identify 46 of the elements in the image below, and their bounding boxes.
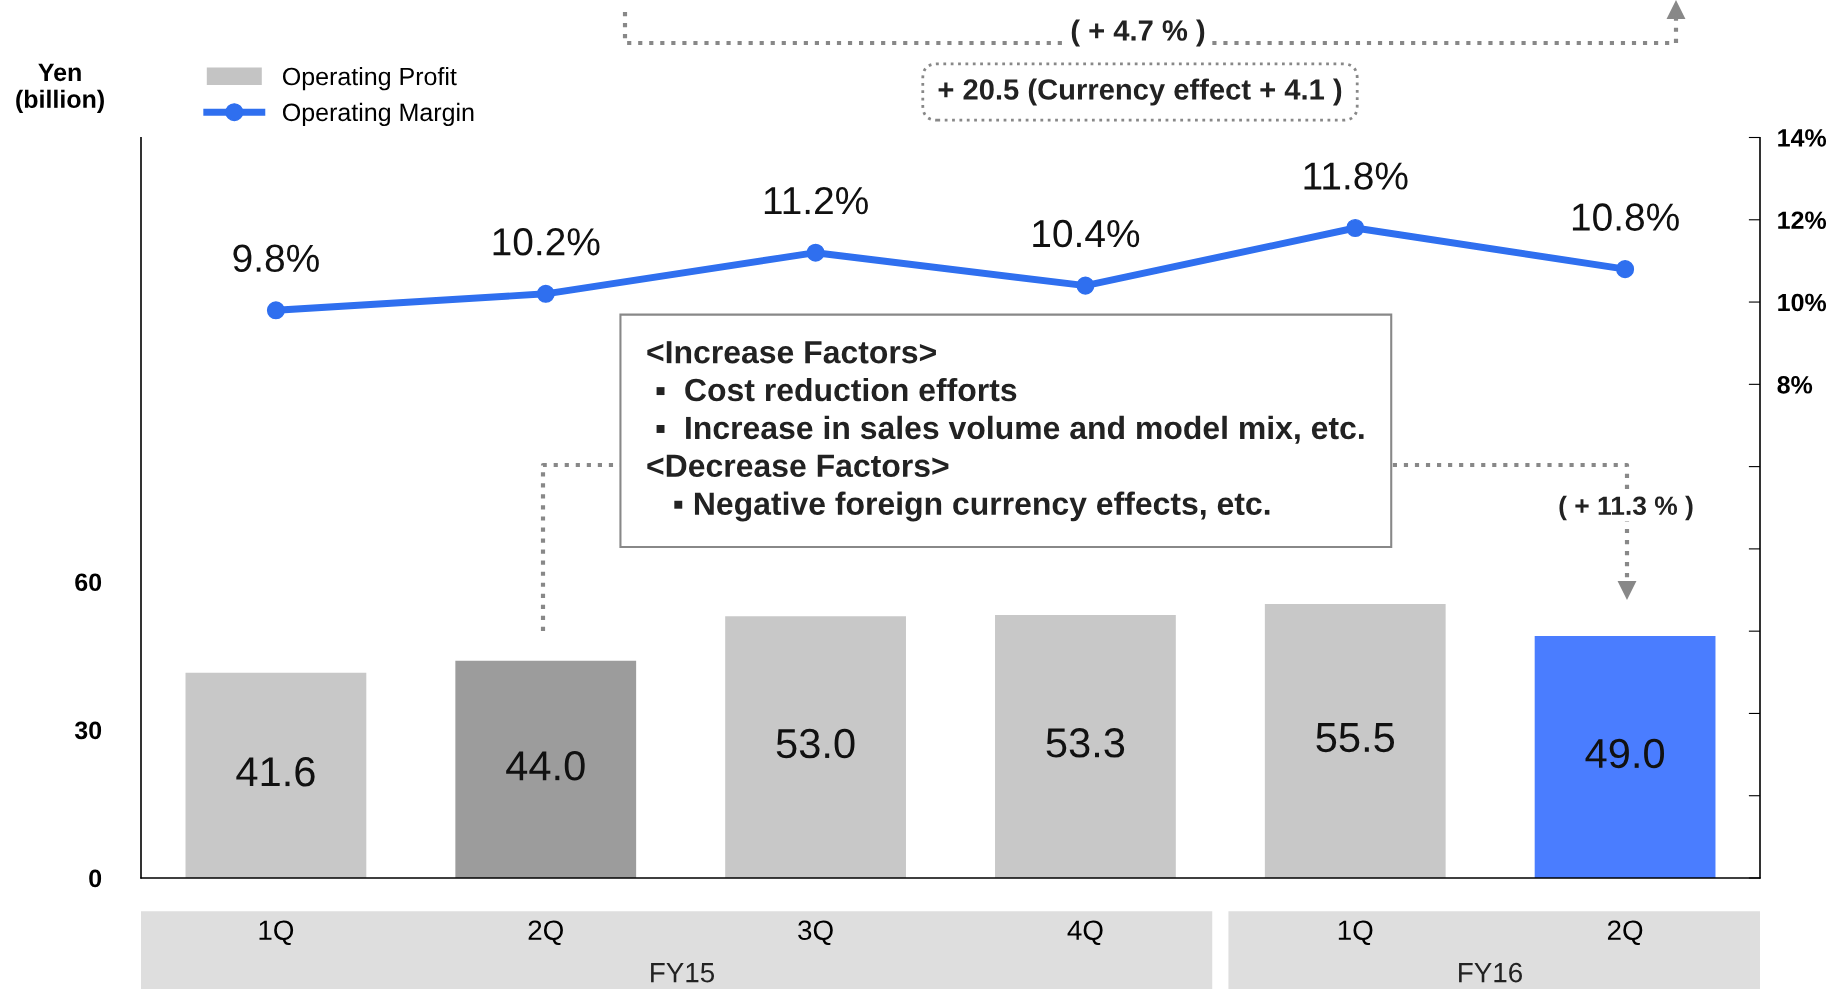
point	[1076, 276, 1095, 295]
text: ( + 4.7 % )	[1071, 19, 1205, 47]
y2-tick-label: 14%	[1778, 129, 1827, 147]
bar	[455, 660, 637, 878]
bar	[725, 616, 906, 878]
point	[1616, 260, 1635, 279]
data-label: 55.5	[1316, 723, 1395, 753]
point	[266, 301, 285, 320]
x-tick-label: 2Q	[528, 920, 563, 946]
data-label: 41.6	[236, 757, 315, 787]
y2-tick-label: 10%	[1778, 293, 1827, 312]
data-label: 11.8%	[1304, 162, 1408, 190]
y-tick-label: 0	[89, 869, 102, 888]
data-label: 10.4%	[1033, 219, 1140, 248]
y-axis-title: Yen (billion)	[16, 63, 104, 113]
point	[1346, 218, 1365, 238]
legend-label: Operating Margin	[282, 102, 474, 127]
point	[806, 243, 825, 262]
y2-tick-label: 8%	[1777, 375, 1813, 394]
data-label: 11.2%	[764, 186, 868, 215]
annotation: ( + 11.3 % )	[1559, 495, 1693, 521]
y-tick-label: 30	[74, 721, 102, 740]
bar	[185, 672, 367, 878]
x-tick-label: 4Q	[1067, 920, 1103, 946]
data-label: 10.2%	[493, 228, 600, 256]
x-tick-label: 1Q	[259, 920, 294, 946]
bar	[995, 614, 1176, 878]
data-label: 9.8%	[233, 244, 319, 273]
data-label: 53.0	[776, 728, 855, 759]
data-label: 49.0	[1585, 738, 1665, 769]
data-label: 53.3	[1046, 728, 1125, 758]
x-tick-label: 2Q	[1607, 920, 1643, 946]
data-label: 10.8%	[1572, 203, 1679, 231]
point	[536, 284, 555, 303]
y2-tick-label: 12%	[1778, 211, 1827, 230]
text: FY15	[651, 963, 715, 983]
x-tick-label: 1Q	[1338, 920, 1373, 946]
bar	[1264, 604, 1446, 878]
x-tick-label: 3Q	[798, 920, 833, 946]
data-label: 44.0	[506, 751, 585, 781]
legend-label: Operating Profit	[282, 67, 457, 91]
text: + 20.5 (Currency effect + 4.1 )	[938, 78, 1342, 106]
y-tick-label: 60	[75, 573, 102, 592]
bar	[1534, 636, 1716, 878]
annotation: <Increase Factors> ▪ Cost reduction efforts ▪ Increase in sales volume and model mix, etc. <Decrease Factors> ▪ Negative foreign currency effects, etc.	[647, 341, 1364, 522]
text: FY16	[1459, 962, 1522, 983]
